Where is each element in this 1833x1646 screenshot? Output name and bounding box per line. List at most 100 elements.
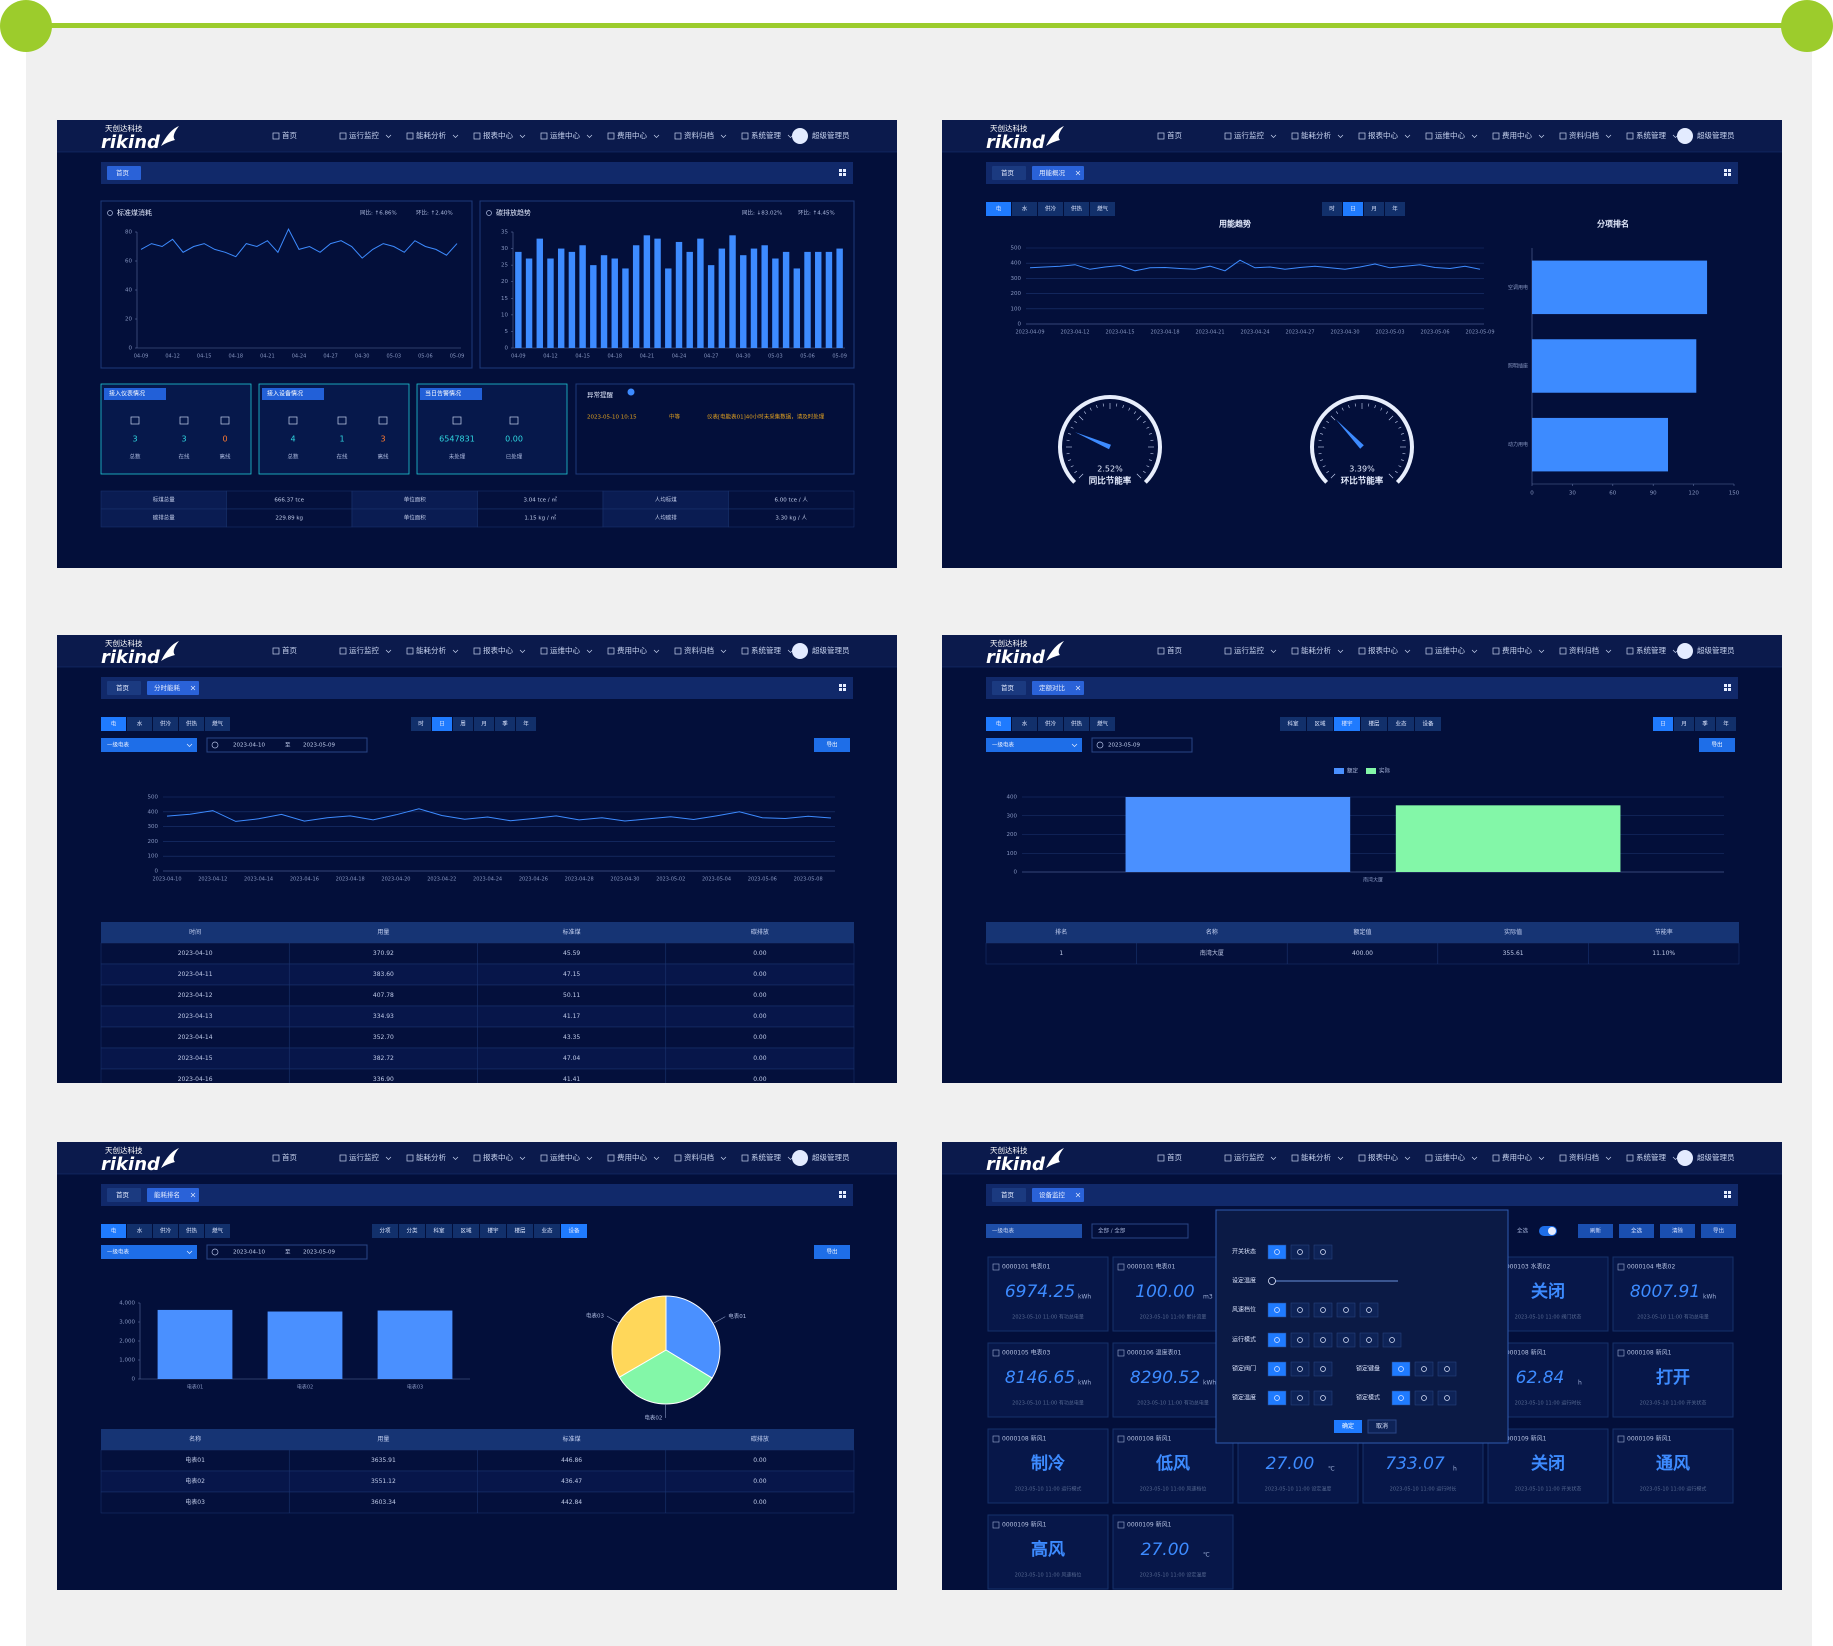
select[interactable] bbox=[101, 1245, 197, 1259]
toggle-button[interactable] bbox=[1038, 717, 1063, 731]
nav-item[interactable]: 运维中心 bbox=[550, 1152, 580, 1162]
toggle-button[interactable] bbox=[534, 1224, 560, 1238]
user-name[interactable]: 超级管理员 bbox=[812, 130, 850, 140]
modal-option[interactable] bbox=[1267, 1332, 1287, 1348]
toggle-button[interactable] bbox=[1090, 202, 1115, 216]
modal-option[interactable] bbox=[1313, 1390, 1333, 1406]
toggle-button[interactable] bbox=[1038, 202, 1063, 216]
nav-item[interactable]: 运行监控 bbox=[1234, 130, 1264, 140]
nav-item[interactable]: 运行监控 bbox=[349, 130, 379, 140]
nav-item[interactable]: 能耗分析 bbox=[416, 1152, 446, 1162]
nav-item[interactable]: 运行监控 bbox=[1234, 1152, 1264, 1162]
modal-option[interactable] bbox=[1336, 1302, 1356, 1318]
action-button[interactable] bbox=[1578, 1224, 1613, 1238]
nav-item[interactable]: 资料归档 bbox=[684, 1152, 714, 1162]
select[interactable] bbox=[986, 1224, 1082, 1238]
toggle-button[interactable] bbox=[127, 717, 152, 731]
nav-item[interactable]: 系统管理 bbox=[1636, 645, 1666, 655]
slider-knob[interactable] bbox=[1268, 1277, 1276, 1285]
nav-item[interactable]: 系统管理 bbox=[1636, 130, 1666, 140]
modal-option[interactable] bbox=[1267, 1390, 1287, 1406]
modal-button[interactable] bbox=[1367, 1419, 1397, 1434]
toggle-button[interactable] bbox=[986, 717, 1011, 731]
modal-option[interactable] bbox=[1391, 1361, 1411, 1377]
user-name[interactable]: 超级管理员 bbox=[1697, 645, 1735, 655]
modal-option[interactable] bbox=[1290, 1332, 1310, 1348]
nav-item[interactable]: 费用中心 bbox=[1502, 1152, 1532, 1162]
modal-option[interactable] bbox=[1313, 1361, 1333, 1377]
toggle-button[interactable] bbox=[1012, 717, 1037, 731]
toggle-button[interactable] bbox=[474, 717, 494, 731]
date-range[interactable] bbox=[206, 1244, 368, 1260]
toggle-button[interactable] bbox=[1064, 717, 1089, 731]
nav-item[interactable]: 费用中心 bbox=[1502, 645, 1532, 655]
toggle-button[interactable] bbox=[153, 1224, 178, 1238]
toggle-button[interactable] bbox=[453, 1224, 479, 1238]
nav-item[interactable]: 运维中心 bbox=[550, 645, 580, 655]
tab[interactable] bbox=[992, 681, 1026, 695]
nav-item[interactable]: 首页 bbox=[282, 1152, 297, 1162]
modal-option[interactable] bbox=[1290, 1390, 1310, 1406]
modal-option[interactable] bbox=[1267, 1302, 1287, 1318]
nav-item[interactable]: 运行监控 bbox=[1234, 645, 1264, 655]
nav-item[interactable]: 运行监控 bbox=[349, 1152, 379, 1162]
modal-option[interactable] bbox=[1359, 1302, 1379, 1318]
nav-item[interactable]: 资料归档 bbox=[684, 130, 714, 140]
nav-item[interactable]: 费用中心 bbox=[617, 1152, 647, 1162]
modal-option[interactable] bbox=[1313, 1244, 1333, 1260]
modal-option[interactable] bbox=[1359, 1332, 1379, 1348]
toggle-button[interactable] bbox=[1695, 717, 1715, 731]
modal-option[interactable] bbox=[1437, 1390, 1457, 1406]
nav-item[interactable]: 报表中心 bbox=[483, 645, 513, 655]
tab[interactable] bbox=[1032, 1188, 1084, 1202]
nav-item[interactable]: 运维中心 bbox=[1435, 130, 1465, 140]
toggle-button[interactable] bbox=[495, 717, 515, 731]
export-button[interactable] bbox=[1699, 738, 1735, 752]
modal-option[interactable] bbox=[1290, 1302, 1310, 1318]
user-name[interactable]: 超级管理员 bbox=[1697, 1152, 1735, 1162]
nav-item[interactable]: 报表中心 bbox=[1368, 1152, 1398, 1162]
nav-item[interactable]: 费用中心 bbox=[617, 130, 647, 140]
nav-item[interactable]: 资料归档 bbox=[1569, 130, 1599, 140]
toggle-button[interactable] bbox=[480, 1224, 506, 1238]
toggle-button[interactable] bbox=[1307, 717, 1333, 731]
toggle-button[interactable] bbox=[986, 202, 1011, 216]
toggle-button[interactable] bbox=[1361, 717, 1387, 731]
nav-item[interactable]: 能耗分析 bbox=[1301, 130, 1331, 140]
export-button[interactable] bbox=[814, 738, 850, 752]
action-button[interactable] bbox=[1619, 1224, 1654, 1238]
toggle-button[interactable] bbox=[432, 717, 452, 731]
toggle-button[interactable] bbox=[205, 717, 230, 731]
modal-option[interactable] bbox=[1336, 1332, 1356, 1348]
nav-item[interactable]: 费用中心 bbox=[1502, 130, 1532, 140]
select[interactable] bbox=[986, 738, 1082, 752]
toggle-button[interactable] bbox=[399, 1224, 425, 1238]
toggle-button[interactable] bbox=[561, 1224, 587, 1238]
tab[interactable] bbox=[1032, 166, 1084, 180]
tab[interactable] bbox=[107, 166, 141, 180]
nav-item[interactable]: 运行监控 bbox=[349, 645, 379, 655]
toggle-button[interactable] bbox=[205, 1224, 230, 1238]
toggle-button[interactable] bbox=[411, 717, 431, 731]
nav-item[interactable]: 报表中心 bbox=[483, 1152, 513, 1162]
nav-item[interactable]: 首页 bbox=[282, 130, 297, 140]
toggle-button[interactable] bbox=[1090, 717, 1115, 731]
nav-item[interactable]: 运维中心 bbox=[1435, 1152, 1465, 1162]
nav-item[interactable]: 能耗分析 bbox=[416, 130, 446, 140]
select[interactable] bbox=[1091, 1223, 1189, 1239]
nav-item[interactable]: 首页 bbox=[1167, 645, 1183, 655]
modal-option[interactable] bbox=[1437, 1361, 1457, 1377]
nav-item[interactable]: 系统管理 bbox=[751, 130, 781, 140]
select[interactable] bbox=[101, 738, 197, 752]
nav-item[interactable]: 费用中心 bbox=[617, 645, 647, 655]
toggle-button[interactable] bbox=[1280, 717, 1306, 731]
modal-option[interactable] bbox=[1313, 1302, 1333, 1318]
nav-item[interactable]: 资料归档 bbox=[684, 645, 714, 655]
toggle-button[interactable] bbox=[453, 717, 473, 731]
user-name[interactable]: 超级管理员 bbox=[812, 1152, 850, 1162]
toggle-button[interactable] bbox=[153, 717, 178, 731]
nav-item[interactable]: 首页 bbox=[282, 645, 297, 655]
nav-item[interactable]: 运维中心 bbox=[550, 130, 580, 140]
modal-option[interactable] bbox=[1414, 1361, 1434, 1377]
nav-item[interactable]: 能耗分析 bbox=[1301, 1152, 1331, 1162]
